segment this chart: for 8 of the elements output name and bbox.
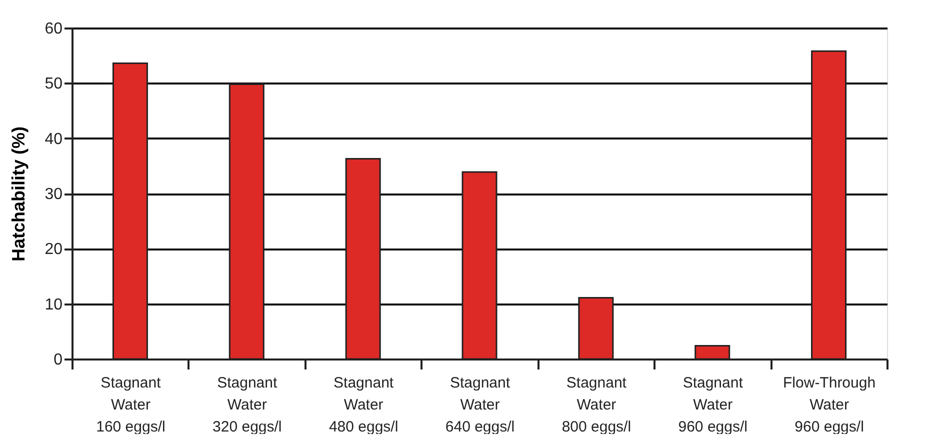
- y-tick-label: 60: [44, 20, 63, 38]
- y-tick-label: 40: [44, 130, 63, 148]
- y-axis-title: Hatchability (%): [8, 126, 29, 262]
- y-tick-label: 50: [44, 76, 63, 93]
- y-tick-label: 0: [54, 352, 63, 368]
- y-tick-label: 30: [44, 186, 63, 203]
- y-tick-label: 10: [44, 296, 63, 314]
- y-tick-label: 20: [44, 241, 63, 258]
